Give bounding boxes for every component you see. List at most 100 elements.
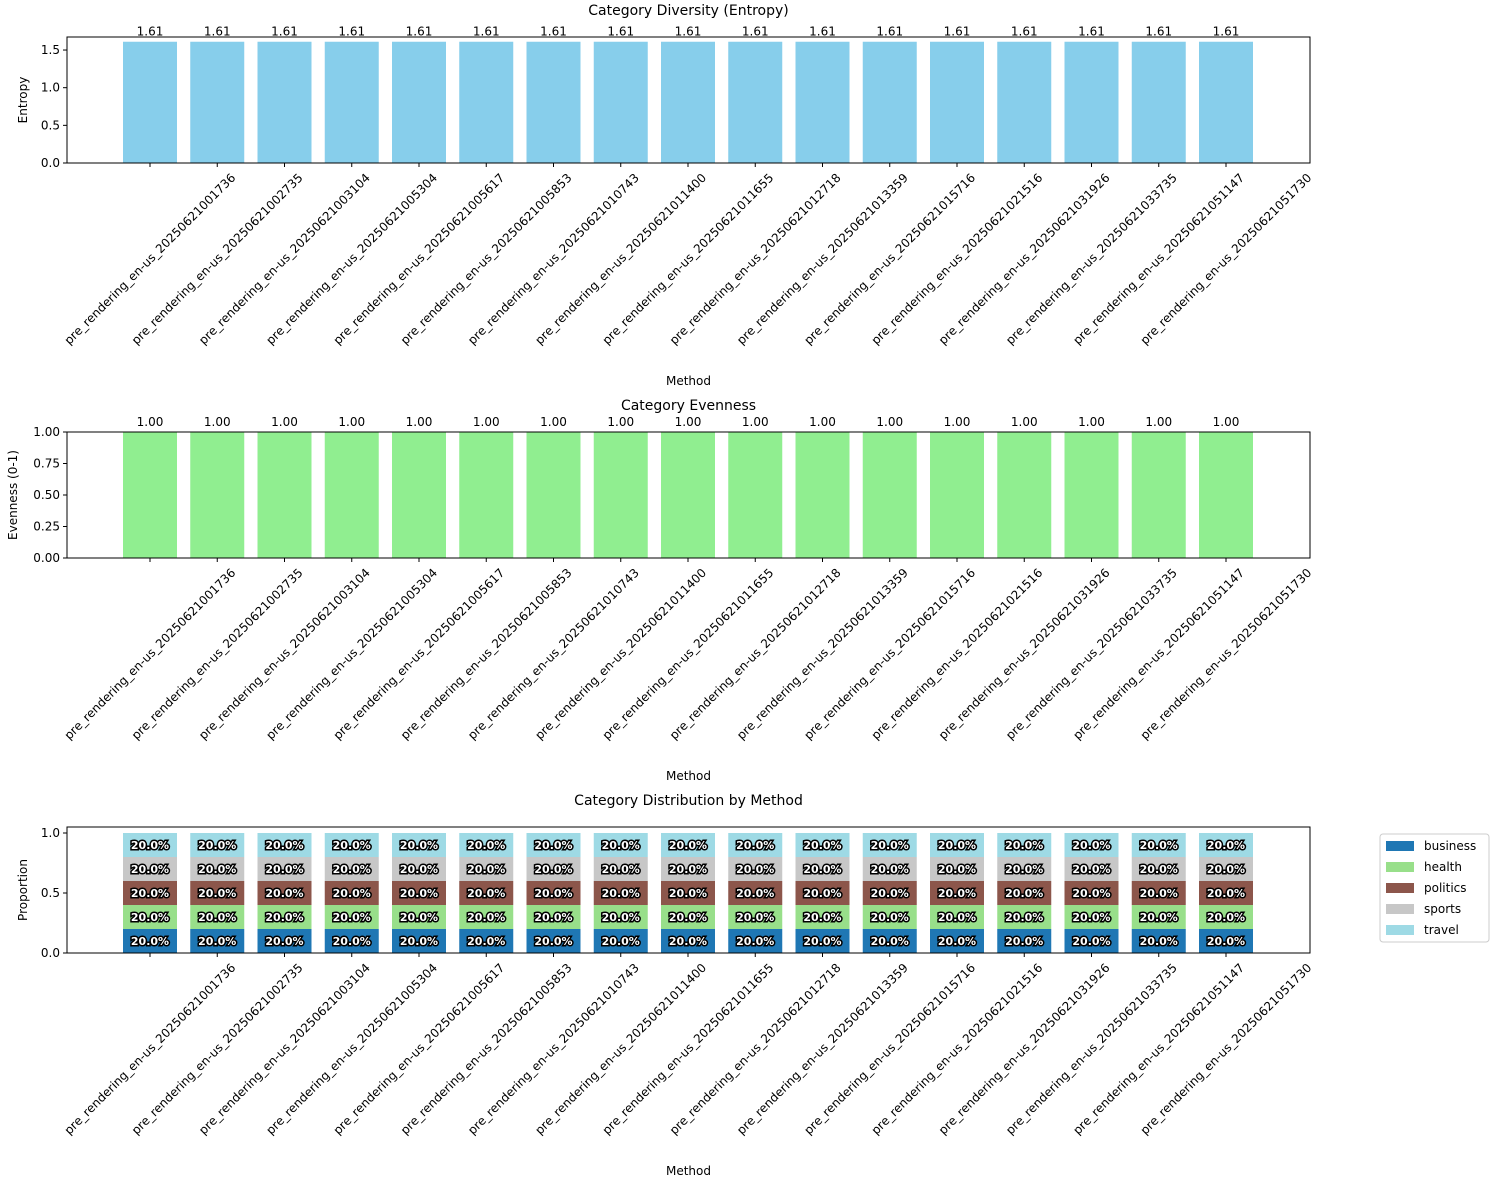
segment-label: 20.0% [534, 911, 572, 924]
segment-label: 20.0% [400, 887, 438, 900]
segment-label: 20.0% [1072, 887, 1110, 900]
bar-segment-politics [930, 881, 984, 905]
segment-label: 20.0% [938, 935, 976, 948]
bar-segment-travel [526, 833, 581, 857]
segment-label: 20.0% [467, 839, 505, 852]
bar-segment-politics [1064, 881, 1119, 905]
segment-label: 20.0% [803, 935, 841, 948]
legend-label: health [1424, 860, 1462, 874]
segment-label: 20.0% [1005, 935, 1043, 948]
bar-value-label: 1.61 [271, 25, 298, 39]
segment-label: 20.0% [1140, 887, 1178, 900]
segment-label: 20.0% [1005, 863, 1043, 876]
segment-label: 20.0% [803, 887, 841, 900]
bar-segment-sports [257, 857, 312, 881]
segment-label: 20.0% [198, 887, 236, 900]
segment-label: 20.0% [1207, 863, 1245, 876]
bar-value-label: 1.61 [338, 25, 365, 39]
bar-segment-health [728, 905, 783, 929]
bar [1199, 432, 1253, 558]
segment-label: 20.0% [736, 863, 774, 876]
y-tick-label: 1.0 [41, 826, 60, 840]
segment-label: 20.0% [1140, 839, 1178, 852]
bar-value-label: 1.61 [204, 25, 231, 39]
segment-label: 20.0% [534, 935, 572, 948]
bar-value-label: 1.61 [1145, 25, 1172, 39]
segment-label: 20.0% [265, 911, 303, 924]
bar-segment-business [862, 929, 917, 953]
segment-label: 20.0% [198, 839, 236, 852]
bar [1064, 432, 1119, 558]
bar-segment-health [324, 905, 379, 929]
bar [1199, 41, 1253, 164]
bar-segment-travel [392, 833, 446, 857]
y-tick-label: 1.0 [41, 81, 60, 95]
bar-segment-health [661, 905, 715, 929]
segment-label: 20.0% [198, 935, 236, 948]
bar-segment-health [862, 905, 917, 929]
segment-label: 20.0% [871, 887, 909, 900]
segment-label: 20.0% [131, 887, 169, 900]
segment-label: 20.0% [534, 839, 572, 852]
bar-segment-travel [728, 833, 783, 857]
bar [862, 432, 917, 558]
bar-segment-travel [1199, 833, 1253, 857]
bar-segment-sports [324, 857, 379, 881]
bar [526, 432, 581, 558]
bar-segment-business [123, 929, 177, 953]
segment-label: 20.0% [198, 863, 236, 876]
bar-segment-travel [593, 833, 648, 857]
bar-segment-politics [459, 881, 514, 905]
x-axis-label: Method [666, 374, 711, 388]
bar-value-label: 1.00 [540, 415, 567, 429]
legend-label: sports [1424, 902, 1461, 916]
bar-segment-politics [324, 881, 379, 905]
legend-label: politics [1424, 881, 1467, 895]
segment-label: 20.0% [1207, 887, 1245, 900]
bar-segment-health [526, 905, 581, 929]
bar [123, 432, 177, 558]
segment-label: 20.0% [333, 911, 371, 924]
bar-segment-sports [1131, 857, 1186, 881]
bar-value-label: 1.00 [271, 415, 298, 429]
bar-segment-health [997, 905, 1052, 929]
segment-label: 20.0% [602, 863, 640, 876]
chart-title: Category Distribution by Method [574, 793, 803, 809]
bar [593, 432, 648, 558]
segment-label: 20.0% [1005, 839, 1043, 852]
bar-segment-health [930, 905, 984, 929]
bar [257, 41, 312, 164]
y-tick-label: 0.25 [33, 520, 60, 534]
chart-title: Category Evenness [621, 398, 756, 414]
bar [593, 41, 648, 164]
segment-label: 20.0% [1207, 935, 1245, 948]
segment-label: 20.0% [736, 887, 774, 900]
y-tick-label: 0.0 [41, 946, 60, 960]
bar-segment-health [257, 905, 312, 929]
legend-swatch-sports [1386, 904, 1414, 914]
bar-segment-travel [123, 833, 177, 857]
bar [1131, 432, 1186, 558]
bar-segment-sports [526, 857, 581, 881]
segment-label: 20.0% [467, 935, 505, 948]
y-axis-label: Entropy [16, 77, 30, 124]
segment-label: 20.0% [1072, 839, 1110, 852]
segment-label: 20.0% [669, 839, 707, 852]
bar-value-label: 1.00 [742, 415, 769, 429]
bar-value-label: 1.61 [540, 25, 567, 39]
bar-value-label: 1.61 [1011, 25, 1038, 39]
bar-segment-business [190, 929, 245, 953]
bar-segment-sports [661, 857, 715, 881]
bar [324, 432, 379, 558]
segment-label: 20.0% [400, 863, 438, 876]
bar-segment-politics [190, 881, 245, 905]
bar-segment-politics [257, 881, 312, 905]
bar-segment-business [1064, 929, 1119, 953]
bar-segment-politics [526, 881, 581, 905]
segment-label: 20.0% [871, 839, 909, 852]
segment-label: 20.0% [602, 935, 640, 948]
segment-label: 20.0% [1005, 911, 1043, 924]
bar-segment-sports [728, 857, 783, 881]
bar-segment-politics [1131, 881, 1186, 905]
bar-segment-politics [795, 881, 850, 905]
